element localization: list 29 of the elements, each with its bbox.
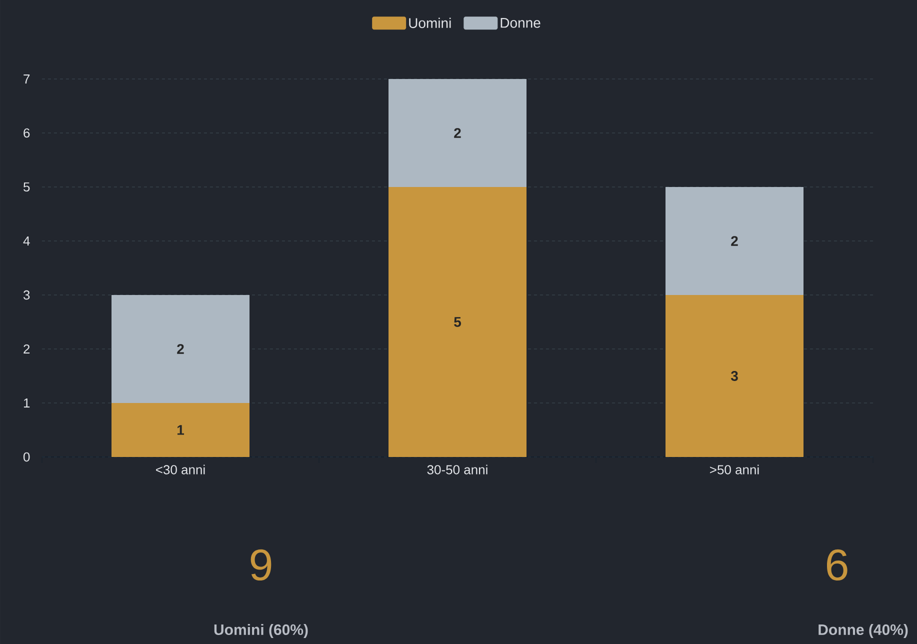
data-label: 5 [454, 317, 462, 327]
bar [112, 402, 250, 457]
y-tick-label: 1 [24, 398, 30, 408]
bar [112, 294, 250, 403]
y-tick-label: 0 [23, 452, 30, 462]
y-tick-label: 4 [23, 236, 30, 246]
legend-label: Uomini [409, 18, 451, 28]
y-tick-label: 2 [24, 344, 30, 354]
text: 6 [827, 549, 848, 581]
x-tick-label: 30-50 anni [427, 464, 488, 474]
text: Donne (40%) [818, 624, 908, 638]
y-tick-label: 6 [24, 128, 30, 138]
y-tick-label: 5 [23, 182, 30, 192]
bar [388, 186, 527, 457]
data-label: 1 [177, 425, 184, 435]
bar [388, 78, 527, 187]
x-tick-label: >50 anni [710, 464, 759, 474]
y-tick-label: 7 [24, 74, 30, 84]
bar [666, 294, 804, 457]
legend-label: Donne [500, 18, 540, 28]
data-label: 2 [454, 128, 461, 138]
y-tick-label: 3 [23, 290, 30, 300]
data-label: 3 [730, 371, 738, 381]
text: 9 [250, 549, 272, 581]
data-label: 2 [731, 236, 738, 246]
text: Uomini (60%) [214, 624, 308, 638]
x-tick-label: <30 anni [156, 464, 205, 474]
data-label: 2 [177, 344, 184, 354]
bar [666, 186, 804, 295]
